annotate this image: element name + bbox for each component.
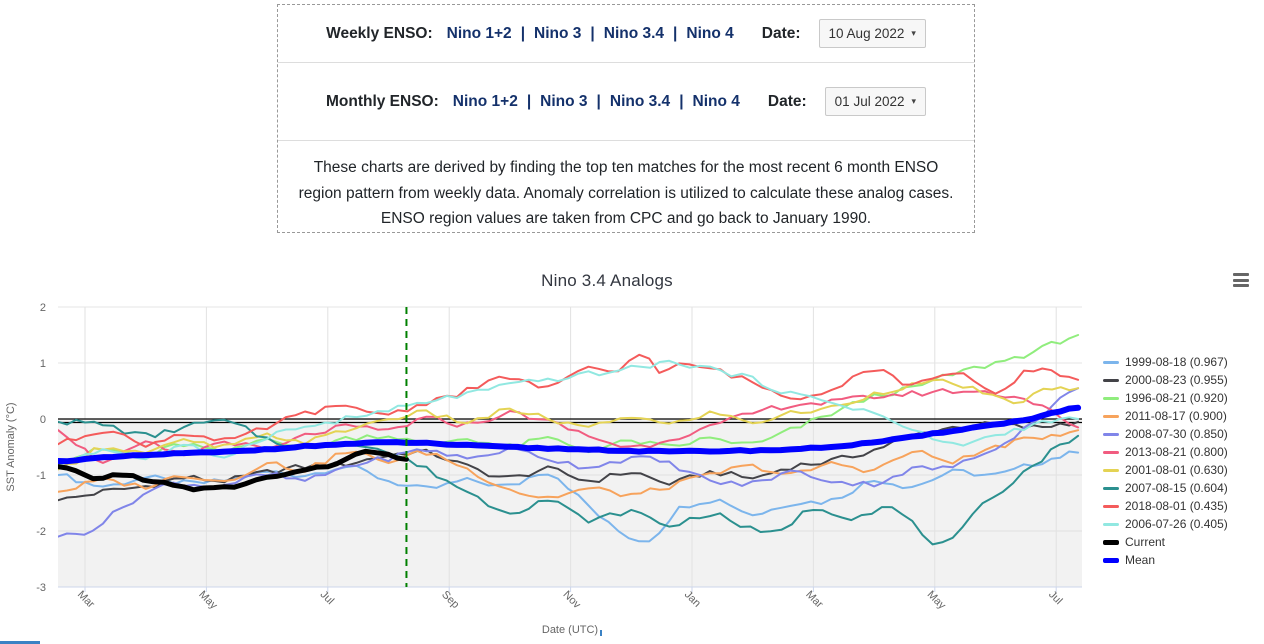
x-axis-title: Date (UTC) <box>542 624 598 636</box>
legend-item[interactable]: 2013-08-21 (0.800) <box>1103 443 1228 461</box>
legend-label: 2008-07-30 (0.850) <box>1125 427 1228 441</box>
series-line-Current <box>58 448 409 493</box>
legend-item[interactable]: 2006-07-26 (0.405) <box>1103 515 1228 533</box>
description-row: These charts are derived by finding the … <box>278 141 974 246</box>
legend-line-swatch <box>1103 539 1119 545</box>
x-tick-label: Jan <box>682 589 703 610</box>
monthly-enso-label: Monthly ENSO: <box>325 92 439 110</box>
weekly-link-nino4[interactable]: Nino 4 <box>686 24 734 42</box>
weekly-link-nino3[interactable]: Nino 3 <box>534 24 582 42</box>
series-line-2001-08-01-0.630 <box>58 378 1080 471</box>
chevron-down-icon: ▾ <box>911 28 916 38</box>
monthly-date-select[interactable]: 01 Jul 2022 ▾ <box>824 87 927 116</box>
series-line-2013-08-21-0.800 <box>58 388 1080 464</box>
link-separator: | <box>596 92 601 110</box>
hamburger-menu-icon[interactable] <box>1233 273 1249 287</box>
y-tick-label: 0 <box>40 414 46 426</box>
x-tick-label: Sep <box>439 589 461 611</box>
weekly-link-nino34[interactable]: Nino 3.4 <box>603 24 665 42</box>
legend-label: Mean <box>1125 553 1156 567</box>
legend-line-swatch <box>1103 504 1119 508</box>
legend-label: 2007-08-15 (0.604) <box>1125 481 1228 495</box>
legend-line-swatch <box>1103 522 1119 526</box>
series-line-2006-07-26-0.405 <box>58 359 1080 465</box>
y-tick-label: -1 <box>36 470 46 482</box>
link-separator: | <box>673 24 678 42</box>
monthly-link-nino3[interactable]: Nino 3 <box>540 92 588 110</box>
x-tick-label: Mar <box>75 589 97 611</box>
plot-area[interactable]: 2 1 0 -1 -2 -3 Mar May Jul Sep Nov Jan Mar May Jul SST … <box>0 269 1264 644</box>
analog-description-text: These charts are derived by finding the … <box>298 159 954 227</box>
nino34-analogs-chart: Nino 3.4 Analogs 2 1 0 -1 -2 -3 Mar May Jul Sep No… <box>0 269 1264 644</box>
series-line-Mean <box>58 404 1082 465</box>
legend-item[interactable]: 2007-08-15 (0.604) <box>1103 479 1228 497</box>
y-axis-title: SST Anomaly (°C) <box>5 402 17 491</box>
x-tick-label: Nov <box>560 589 583 612</box>
series-line-2007-08-15-0.604 <box>58 418 1080 546</box>
chart-title: Nino 3.4 Analogs <box>541 271 673 290</box>
legend-line-swatch <box>1103 360 1119 364</box>
series-line-2018-08-01-0.435 <box>58 353 1080 448</box>
y-tick-label: -2 <box>36 526 46 538</box>
text-cursor-artifact <box>600 630 602 636</box>
legend-line-swatch <box>1103 378 1119 382</box>
y-tick-label: 2 <box>40 302 46 314</box>
legend-label: 2011-08-17 (0.900) <box>1125 409 1227 423</box>
legend-label: 1996-08-21 (0.920) <box>1125 391 1228 405</box>
legend-item[interactable]: 2011-08-17 (0.900) <box>1103 407 1228 425</box>
legend-line-swatch <box>1103 396 1119 400</box>
legend-label: 2013-08-21 (0.800) <box>1125 445 1228 459</box>
monthly-nino-links: Nino 1+2 | Nino 3 | Nino 3.4 | Nino 4 <box>453 93 740 111</box>
chart-legend: 1999-08-18 (0.967) 2000-08-23 (0.955) 1996… <box>1103 353 1228 569</box>
monthly-link-nino34[interactable]: Nino 3.4 <box>609 92 671 110</box>
x-tick-label: Mar <box>803 589 825 611</box>
legend-item[interactable]: 2001-08-01 (0.630) <box>1103 461 1228 479</box>
weekly-nino-links: Nino 1+2 | Nino 3 | Nino 3.4 | Nino 4 <box>447 25 734 43</box>
legend-line-swatch <box>1103 414 1119 418</box>
legend-label: 2001-08-01 (0.630) <box>1125 463 1228 477</box>
legend-label: 2018-08-01 (0.435) <box>1125 499 1228 513</box>
legend-item[interactable]: 2000-08-23 (0.955) <box>1103 371 1228 389</box>
legend-label: 2006-07-26 (0.405) <box>1125 517 1228 531</box>
series-line-2011-08-17-0.900 <box>58 429 1080 499</box>
legend-item[interactable]: 1999-08-18 (0.967) <box>1103 353 1228 371</box>
weekly-date-label: Date: <box>761 24 801 42</box>
x-tick-label: May <box>925 589 949 613</box>
legend-line-swatch <box>1103 486 1119 490</box>
legend-line-swatch <box>1103 468 1119 472</box>
legend-line-swatch <box>1103 557 1119 563</box>
legend-item[interactable]: 1996-08-21 (0.920) <box>1103 389 1228 407</box>
x-tick-label: Jul <box>318 589 336 607</box>
monthly-link-nino4[interactable]: Nino 4 <box>692 92 740 110</box>
legend-item[interactable]: Current <box>1103 533 1228 551</box>
weekly-enso-row: Weekly ENSO: Nino 1+2 | Nino 3 | Nino 3.… <box>278 5 974 63</box>
monthly-enso-row: Monthly ENSO: Nino 1+2 | Nino 3 | Nino 3… <box>278 63 974 141</box>
weekly-enso-label: Weekly ENSO: <box>326 24 433 42</box>
monthly-link-nino12[interactable]: Nino 1+2 <box>452 92 518 110</box>
enso-nav-panel: Weekly ENSO: Nino 1+2 | Nino 3 | Nino 3.… <box>277 4 975 233</box>
legend-item[interactable]: Mean <box>1103 551 1228 569</box>
next-section-edge <box>0 641 40 644</box>
y-tick-label: -3 <box>36 582 46 594</box>
y-tick-label: 1 <box>40 358 46 370</box>
weekly-link-nino12[interactable]: Nino 1+2 <box>446 24 512 42</box>
legend-item[interactable]: 2018-08-01 (0.435) <box>1103 497 1228 515</box>
link-separator: | <box>526 92 532 110</box>
chevron-down-icon: ▾ <box>911 96 917 106</box>
legend-item[interactable]: 2008-07-30 (0.850) <box>1103 425 1228 443</box>
link-separator: | <box>520 24 526 42</box>
legend-label: Current <box>1125 535 1166 549</box>
weekly-date-value: 10 Aug 2022 <box>828 26 905 41</box>
x-tick-label: May <box>196 589 220 613</box>
weekly-date-select[interactable]: 10 Aug 2022 ▾ <box>818 19 926 48</box>
x-tick-label: Jul <box>1046 589 1064 607</box>
monthly-date-value: 01 Jul 2022 <box>834 94 905 109</box>
monthly-date-label: Date: <box>767 92 807 110</box>
legend-label: 2000-08-23 (0.955) <box>1125 373 1228 387</box>
link-separator: | <box>679 92 684 110</box>
legend-label: 1999-08-18 (0.967) <box>1125 355 1228 369</box>
legend-line-swatch <box>1103 450 1119 454</box>
legend-line-swatch <box>1103 432 1119 436</box>
link-separator: | <box>590 24 595 42</box>
